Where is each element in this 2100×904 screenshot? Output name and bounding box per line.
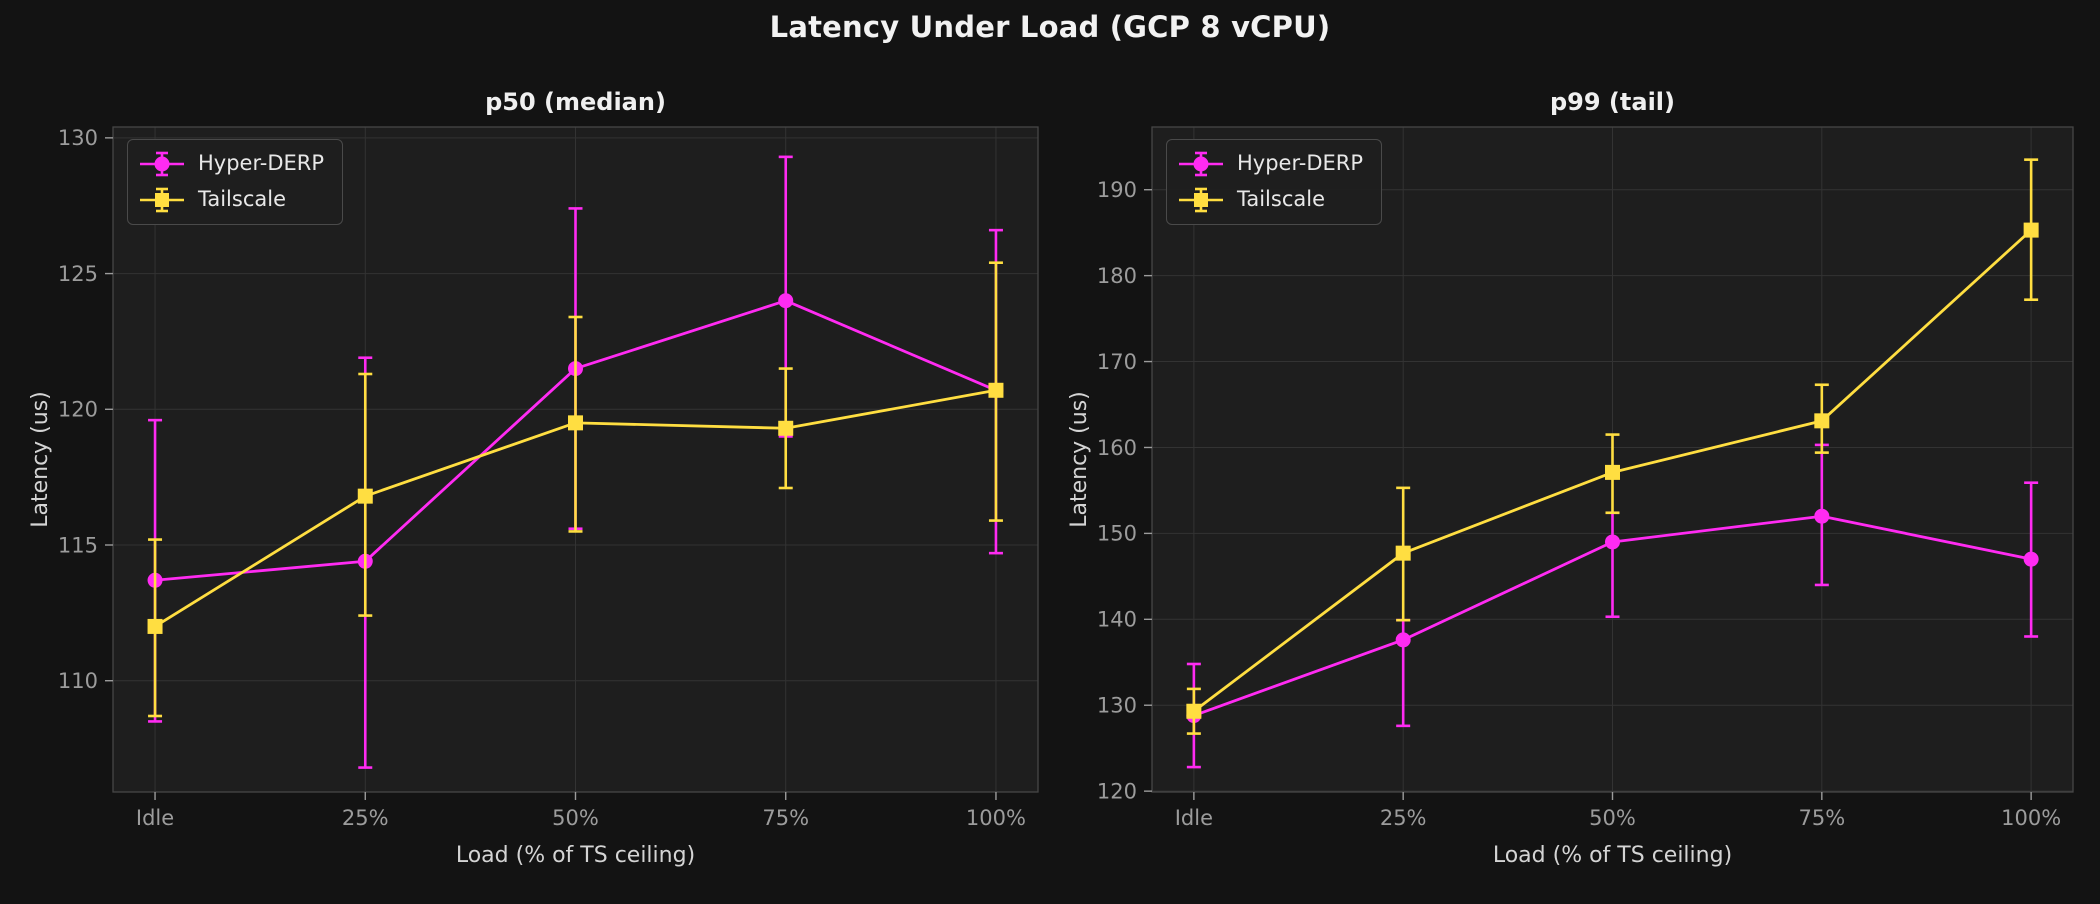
x-axis-label: Load (% of TS ceiling) — [1493, 843, 1732, 868]
marker-square — [357, 488, 373, 504]
legend-handle-square-icon — [1179, 187, 1223, 213]
marker-square — [1186, 703, 1202, 719]
legend-handle-circle-icon — [140, 151, 184, 177]
legend-p50-median: Hyper-DERP Tailscale — [127, 139, 344, 225]
legend-label: Tailscale — [1237, 187, 1325, 212]
legend-p99-tail: Hyper-DERP Tailscale — [1166, 139, 1383, 225]
y-tick-label: 140 — [1097, 608, 1137, 632]
y-axis-label: Latency (us) — [1067, 391, 1092, 528]
y-tick-label: 125 — [58, 262, 98, 286]
x-tick-label: 50% — [552, 806, 599, 830]
marker-circle — [1605, 534, 1620, 550]
marker-circle — [1814, 508, 1830, 524]
y-tick-label: 150 — [1097, 522, 1137, 546]
y-tick-label: 120 — [58, 398, 98, 422]
y-tick-label: 190 — [1097, 178, 1137, 202]
y-tick-label: 115 — [58, 533, 98, 557]
y-tick-label: 180 — [1097, 264, 1137, 288]
y-tick-label: 160 — [1097, 436, 1137, 460]
x-tick-label: 75% — [762, 806, 809, 830]
x-tick-label: Idle — [136, 806, 174, 830]
marker-square — [1395, 545, 1411, 561]
legend-label: Tailscale — [198, 187, 286, 212]
x-tick-label: 100% — [2001, 806, 2061, 830]
marker-square — [147, 618, 163, 634]
legend-handle-square-icon — [140, 187, 184, 213]
marker-circle — [778, 293, 794, 309]
y-tick-label: 120 — [1097, 779, 1137, 803]
series-tailscale — [147, 261, 1004, 718]
x-axis-label: Load (% of TS ceiling) — [456, 843, 695, 868]
x-tick-label: 25% — [342, 806, 389, 830]
chart-p50-median: 110 115 120 125 130 Idle 25% 50% 75% 100% Load (% … — [28, 88, 1039, 868]
x-tick-label: 75% — [1798, 806, 1845, 830]
y-tick-label: 130 — [1097, 694, 1137, 718]
chart-p99-tail: 120 130 140 150 160 170 180 190 Idle 25% 50% 75% 100… — [1067, 88, 2074, 868]
marker-square — [1605, 464, 1620, 480]
marker-square — [778, 420, 794, 436]
legend-item-hyper-derp: Hyper-DERP — [138, 149, 324, 179]
y-tick-label: 130 — [58, 126, 98, 150]
marker-square — [988, 382, 1004, 398]
marker-square — [568, 415, 583, 431]
x-tick-label: 50% — [1589, 806, 1636, 830]
figure-title: Latency Under Load (GCP 8 vCPU) — [769, 10, 1331, 44]
y-axis-label: Latency (us) — [28, 391, 53, 528]
x-tick-label: 100% — [966, 806, 1026, 830]
legend-label: Hyper-DERP — [1237, 151, 1364, 176]
x-tick-label: Idle — [1175, 806, 1213, 830]
legend-handle-circle-icon — [1179, 151, 1223, 177]
x-tick-label: 25% — [1380, 806, 1427, 830]
series-tailscale — [1186, 158, 2039, 735]
marker-square — [2023, 222, 2039, 238]
legend-item-hyper-derp: Hyper-DERP — [1177, 149, 1363, 179]
marker-circle — [2023, 551, 2039, 567]
legend-item-tailscale: Tailscale — [138, 185, 324, 215]
marker-square — [1814, 413, 1830, 429]
chart-title: p50 (median) — [485, 88, 666, 116]
y-tick-label: 110 — [58, 669, 98, 693]
legend-item-tailscale: Tailscale — [1177, 185, 1363, 215]
chart-title: p99 (tail) — [1550, 88, 1675, 116]
legend-label: Hyper-DERP — [198, 151, 325, 176]
y-tick-label: 170 — [1097, 350, 1137, 374]
marker-circle — [1395, 632, 1411, 648]
